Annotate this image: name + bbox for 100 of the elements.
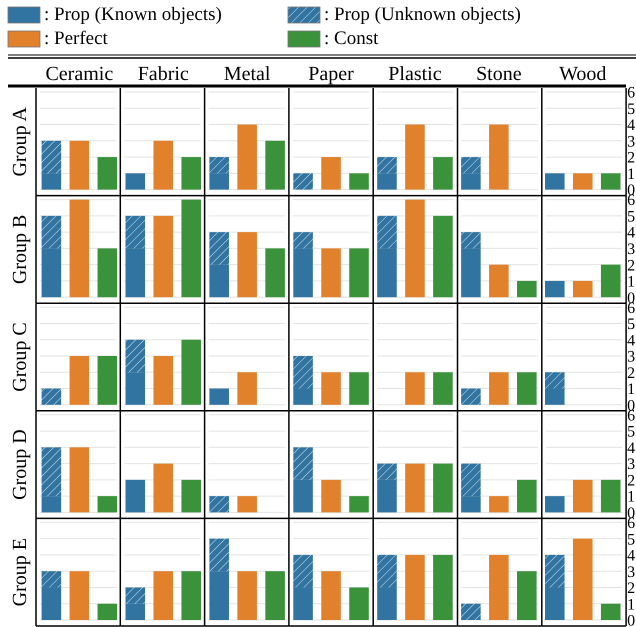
x-tick-label: Metal: [224, 63, 271, 85]
bar: [181, 200, 202, 298]
y-tick-label: 5: [627, 208, 636, 226]
bar: [349, 587, 369, 620]
bar: [572, 480, 593, 512]
bar: [349, 372, 369, 405]
bar: [293, 587, 313, 620]
bar: [70, 571, 90, 620]
bar: [433, 372, 453, 405]
y-axis-title: Group D: [9, 429, 31, 500]
bar: [489, 496, 509, 512]
bar: [70, 200, 90, 298]
bar: [544, 554, 565, 588]
bar: [293, 554, 313, 588]
bar: [265, 140, 285, 190]
bar: [489, 554, 509, 620]
x-tick-label: Ceramic: [45, 63, 114, 85]
bar: [600, 173, 621, 190]
bar: [209, 173, 229, 190]
bar: [461, 604, 481, 620]
bar: [433, 554, 453, 620]
bar: [572, 173, 593, 190]
bar: [517, 280, 537, 298]
bar: [600, 264, 621, 298]
bar: [42, 173, 62, 190]
bar: [237, 571, 257, 620]
bar: [461, 232, 481, 248]
y-tick-label: 4: [627, 440, 636, 457]
bar: [237, 496, 257, 512]
bar: [544, 587, 565, 620]
bar: [98, 157, 118, 190]
y-tick-label: 4: [627, 224, 636, 242]
bar: [181, 480, 202, 512]
bar: [125, 340, 146, 372]
bar: [489, 264, 509, 298]
bar: [209, 388, 229, 405]
bar: [349, 173, 369, 190]
bar: [265, 571, 285, 620]
y-tick-label: 2: [627, 472, 636, 490]
bar: [377, 216, 397, 248]
x-tick-label: Paper: [308, 63, 354, 85]
x-tick-label: Fabric: [138, 63, 189, 85]
bar: [237, 372, 257, 405]
legend-label: : Perfect: [44, 28, 109, 49]
bar: [293, 388, 313, 405]
bar: [42, 388, 62, 405]
y-tick-label: 2: [627, 580, 636, 598]
bar: [153, 464, 174, 512]
bar: [572, 538, 593, 620]
bar: [293, 480, 313, 512]
y-tick-label: 3: [627, 564, 636, 581]
bar: [42, 447, 62, 496]
bar: [293, 356, 313, 389]
bar: [42, 140, 62, 174]
bar: [544, 173, 565, 190]
bar: [42, 248, 62, 298]
bar: [125, 604, 146, 620]
bar: [42, 587, 62, 620]
y-tick-label: 4: [627, 332, 636, 350]
legend-label: : Const: [324, 28, 380, 49]
bar: [209, 264, 229, 298]
bar: [377, 173, 397, 190]
bar: [433, 464, 453, 512]
legend-label: : Prop (Known objects): [44, 4, 222, 25]
bar: [181, 340, 202, 405]
bar: [181, 571, 202, 620]
bar: [321, 248, 341, 298]
bar: [377, 480, 397, 512]
bar: [517, 372, 537, 405]
y-axis-title: Group E: [9, 538, 31, 606]
bar: [321, 480, 341, 512]
bar: [321, 571, 341, 620]
bar: [153, 571, 174, 620]
bar: [98, 604, 118, 620]
bar: [153, 140, 174, 190]
y-tick-label: 5: [627, 100, 636, 118]
bar: [377, 587, 397, 620]
bar: [377, 464, 397, 480]
x-tick-label: Plastic: [388, 63, 442, 85]
bar: [405, 464, 425, 512]
bar: [293, 248, 313, 298]
bar: [544, 388, 565, 405]
bar: [517, 480, 537, 512]
bar: [237, 124, 257, 190]
bar: [209, 571, 229, 620]
bar: [209, 157, 229, 174]
bar: [461, 157, 481, 174]
bar: [405, 124, 425, 190]
bar: [209, 538, 229, 572]
bar: [461, 388, 481, 405]
bar: [433, 157, 453, 190]
bar: [349, 496, 369, 512]
y-tick-label: 1: [627, 596, 636, 614]
bar: [461, 496, 481, 512]
bar: [209, 232, 229, 265]
bar: [572, 280, 593, 298]
bar: [377, 248, 397, 298]
bar: [377, 157, 397, 174]
bar: [544, 372, 565, 389]
bar: [405, 372, 425, 405]
